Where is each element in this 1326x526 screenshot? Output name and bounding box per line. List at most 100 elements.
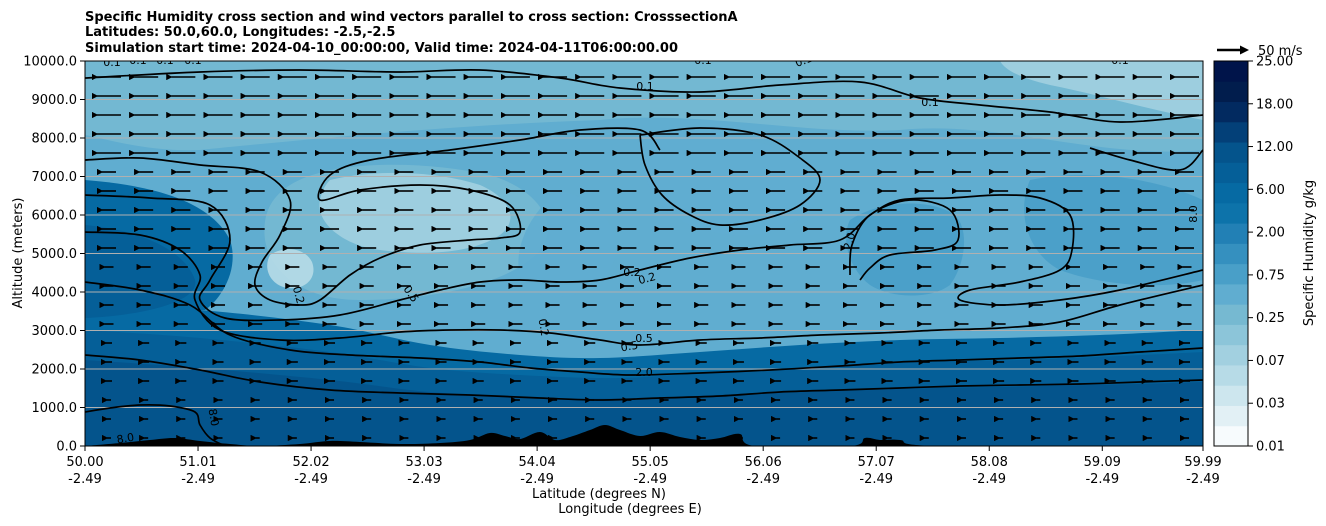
y-axis-label: Altitude (meters) bbox=[11, 198, 26, 309]
colorbar-segment bbox=[1214, 324, 1248, 346]
colorbar: 0.01 0.03 0.07 0.25 0.75 2.00 6.00 12.00 18.00 25… bbox=[1213, 55, 1293, 455]
x-axis-label-longitude: Longitude (degrees E) bbox=[558, 502, 702, 517]
y-axis-ticks: 0.0 1000.0 2000.0 3000.0 4000.0 5000.0 6000.0 7… bbox=[23, 55, 85, 455]
y-tick-label: 2000.0 bbox=[32, 363, 78, 378]
contour-label: 0.5 bbox=[635, 332, 653, 345]
contour-line bbox=[85, 354, 1203, 401]
contour-line bbox=[85, 281, 1203, 376]
y-tick-label: 8000.0 bbox=[32, 132, 78, 147]
contour-label: 8.0 bbox=[1187, 205, 1200, 223]
x-tick-label-lat: 53.03 bbox=[405, 455, 442, 470]
contour-line bbox=[85, 68, 1203, 123]
colorbar-segment bbox=[1214, 425, 1248, 447]
contour-line bbox=[85, 404, 226, 446]
colorbar-segment bbox=[1214, 385, 1248, 406]
colorbar-segment bbox=[1214, 283, 1248, 305]
colorbar-segment bbox=[1214, 121, 1248, 143]
x-tick-label-lon: -2.49 bbox=[859, 472, 893, 487]
chart-title: Specific Humidity cross section and wind… bbox=[85, 10, 738, 56]
y-tick-label: 10000.0 bbox=[23, 55, 77, 70]
colorbar-tick-label: 18.00 bbox=[1256, 97, 1293, 112]
humidity-patch bbox=[846, 203, 965, 296]
colorbar-segment bbox=[1214, 304, 1248, 325]
y-tick-label: 9000.0 bbox=[32, 93, 78, 108]
plot-area: 0.1 0.1 0.1 0.10.10.10.1 0.1 0.10.20.20.20.20… bbox=[85, 52, 1203, 446]
humidity-patch bbox=[319, 172, 511, 253]
title-line-3: Simulation start time: 2024-04-10_00:00:… bbox=[85, 41, 678, 56]
colorbar-segment bbox=[1214, 142, 1248, 163]
x-tick-label-lon: -2.49 bbox=[520, 472, 554, 487]
y-tick-label: 7000.0 bbox=[32, 170, 78, 185]
x-tick-label-lat: 58.08 bbox=[971, 455, 1008, 470]
x-tick-label-lat: 56.06 bbox=[745, 455, 782, 470]
humidity-patch bbox=[1024, 175, 1203, 286]
wind-vectors bbox=[91, 73, 1199, 442]
contour-lines bbox=[85, 68, 1203, 446]
x-tick-label-lon: -2.49 bbox=[972, 472, 1006, 487]
x-tick-label-lat: 51.01 bbox=[179, 455, 216, 470]
colorbar-segment bbox=[1214, 162, 1248, 184]
humidity-band bbox=[85, 360, 1203, 446]
colorbar-segment bbox=[1214, 61, 1248, 82]
humidity-patch bbox=[1000, 61, 1203, 120]
colorbar-segment bbox=[1214, 364, 1248, 386]
grid-lines bbox=[85, 61, 1203, 446]
quiver-key-arrowhead bbox=[1240, 45, 1249, 55]
colorbar-tick-label: 0.75 bbox=[1256, 268, 1285, 283]
contour-label: 0.1 bbox=[1111, 54, 1129, 67]
contour-label: 0.1 bbox=[129, 54, 147, 67]
title-line-2: Latitudes: 50.0,60.0, Longitudes: -2.5,-… bbox=[85, 25, 395, 40]
contour-label: 0.1 bbox=[103, 56, 121, 69]
colorbar-tick-label: 0.03 bbox=[1256, 397, 1285, 412]
x-tick-label-lat: 52.02 bbox=[292, 455, 329, 470]
colorbar-segment bbox=[1214, 344, 1248, 366]
humidity-patches bbox=[85, 61, 1203, 300]
y-tick-label: 0.0 bbox=[56, 440, 77, 455]
x-tick-label-lon: -2.49 bbox=[294, 472, 328, 487]
colorbar-tick-label: 6.00 bbox=[1256, 183, 1285, 198]
contour-label: 0.1 bbox=[184, 54, 202, 67]
x-tick-label-lon: -2.49 bbox=[1085, 472, 1119, 487]
contour-label: 0.1 bbox=[156, 54, 174, 67]
contour-label: 0.2 bbox=[637, 270, 657, 287]
colorbar-tick-label: 25.00 bbox=[1256, 55, 1293, 70]
contour-label: 0.1 bbox=[793, 52, 814, 70]
y-tick-label: 5000.0 bbox=[32, 247, 78, 262]
y-tick-label: 6000.0 bbox=[32, 209, 78, 224]
x-tick-label-lon: -2.49 bbox=[746, 472, 780, 487]
colorbar-segment bbox=[1214, 101, 1248, 123]
colorbar-tick-label: 12.00 bbox=[1256, 140, 1293, 155]
colorbar-frame bbox=[1213, 60, 1249, 447]
x-tick-label-lat: 50.00 bbox=[66, 455, 103, 470]
colorbar-tick-label: 0.25 bbox=[1256, 311, 1285, 326]
x-axis-ticks: 50.00 -2.49 51.01 -2.49 52.02 -2.49 53.03 -2.49… bbox=[66, 446, 1222, 487]
contour-label: 0.1 bbox=[921, 96, 939, 109]
y-tick-label: 1000.0 bbox=[32, 401, 78, 416]
colorbar-segment bbox=[1214, 202, 1248, 224]
contour-label: 0.1 bbox=[694, 54, 712, 67]
y-tick-label: 3000.0 bbox=[32, 324, 78, 339]
title-line-1: Specific Humidity cross section and wind… bbox=[85, 10, 738, 25]
quiver-key: 50 m/s bbox=[1217, 44, 1303, 59]
x-tick-label-lon: -2.49 bbox=[68, 472, 102, 487]
colorbar-segment bbox=[1214, 81, 1248, 103]
x-tick-label-lon: -2.49 bbox=[1186, 472, 1220, 487]
x-tick-label-lat: 55.05 bbox=[632, 455, 669, 470]
x-tick-label-lat: 59.99 bbox=[1184, 455, 1221, 470]
x-tick-label-lat: 54.04 bbox=[519, 455, 556, 470]
terrain bbox=[85, 425, 1203, 446]
x-axis-label-latitude: Latitude (degrees N) bbox=[532, 487, 666, 502]
contour-label: 0.1 bbox=[636, 80, 654, 93]
colorbar-segment bbox=[1214, 182, 1248, 204]
contour-label: 0.2 bbox=[623, 266, 641, 279]
humidity-patch bbox=[518, 190, 617, 297]
humidity-patch bbox=[85, 61, 1203, 152]
colorbar-segment bbox=[1214, 405, 1248, 427]
x-tick-label-lat: 59.09 bbox=[1084, 455, 1121, 470]
colorbar-tick-label: 2.00 bbox=[1256, 226, 1285, 241]
x-tick-label-lon: -2.49 bbox=[633, 472, 667, 487]
contour-label: 2.0 bbox=[635, 366, 653, 379]
contour-label: 0.2 bbox=[290, 285, 307, 305]
colorbar-tick-label: 0.01 bbox=[1256, 440, 1285, 455]
